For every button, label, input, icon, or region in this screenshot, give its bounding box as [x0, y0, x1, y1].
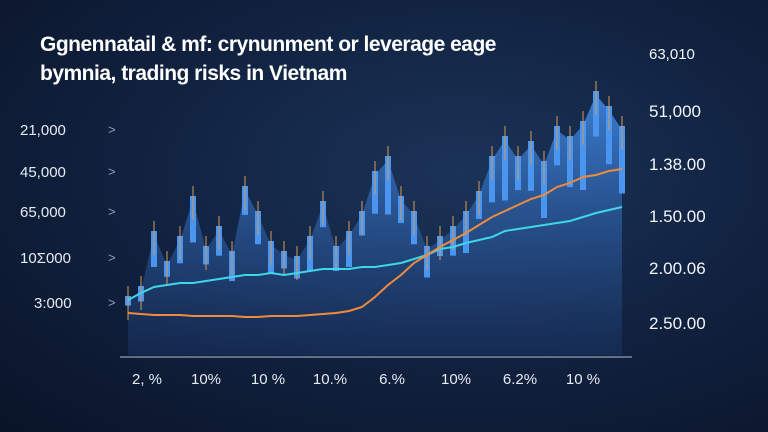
- x-tick-label: 6.2%: [502, 371, 538, 388]
- x-tick-label: 6.%: [379, 371, 405, 388]
- bar-mark: [541, 161, 547, 218]
- left-tick-label: 65,000 >: [20, 204, 120, 221]
- chevron-right-icon: >: [108, 250, 116, 265]
- x-tick-label: 10 %: [565, 371, 601, 388]
- right-tick-label: 51,000: [649, 102, 701, 121]
- chart-title: Ggnennatail & mf: crynunment or leverage…: [40, 33, 496, 85]
- right-tick-label: 1.38.00: [649, 155, 706, 174]
- right-tick-label: 63,010: [649, 46, 695, 63]
- bar-mark: [528, 141, 534, 191]
- left-tick-label: 45,000 >: [20, 164, 120, 181]
- left-tick-text: 65,000: [20, 204, 66, 221]
- orange-line-series: [127, 168, 623, 318]
- chevron-right-icon: >: [108, 295, 116, 310]
- bar-mark: [606, 106, 612, 165]
- bar-mark: [385, 156, 391, 215]
- left-tick-label: 21,000 >: [20, 122, 120, 139]
- chevron-right-icon: >: [108, 204, 116, 219]
- bar-mark: [580, 121, 586, 190]
- bar-mark: [502, 136, 508, 201]
- x-tick-label: 2, %: [131, 371, 162, 388]
- left-tick-text: 21,000: [20, 122, 66, 139]
- left-tick-label: 10Σ000 >: [20, 250, 120, 267]
- bar-mark: [567, 136, 573, 188]
- left-tick-text: 3:000: [34, 295, 72, 312]
- right-tick-label: 2.00.06: [649, 259, 706, 278]
- x-tick-label: 10 %: [250, 371, 286, 388]
- bar-mark: [619, 126, 625, 194]
- x-tick-label: 10%: [440, 371, 472, 388]
- left-tick-text: 10Σ000: [20, 250, 71, 267]
- left-tick-text: 45,000: [20, 164, 66, 181]
- right-tick-label: 2.50.00: [649, 314, 706, 333]
- chevron-right-icon: >: [108, 122, 116, 137]
- area-series: [128, 95, 622, 355]
- x-tick-label: 10%: [190, 371, 222, 388]
- right-tick-label: 1.50.00: [649, 207, 706, 226]
- cyan-line-series: [127, 206, 623, 301]
- left-tick-label: 3:000 >: [34, 295, 134, 312]
- x-tick-label: 10.%: [312, 371, 348, 388]
- chevron-right-icon: >: [108, 164, 116, 179]
